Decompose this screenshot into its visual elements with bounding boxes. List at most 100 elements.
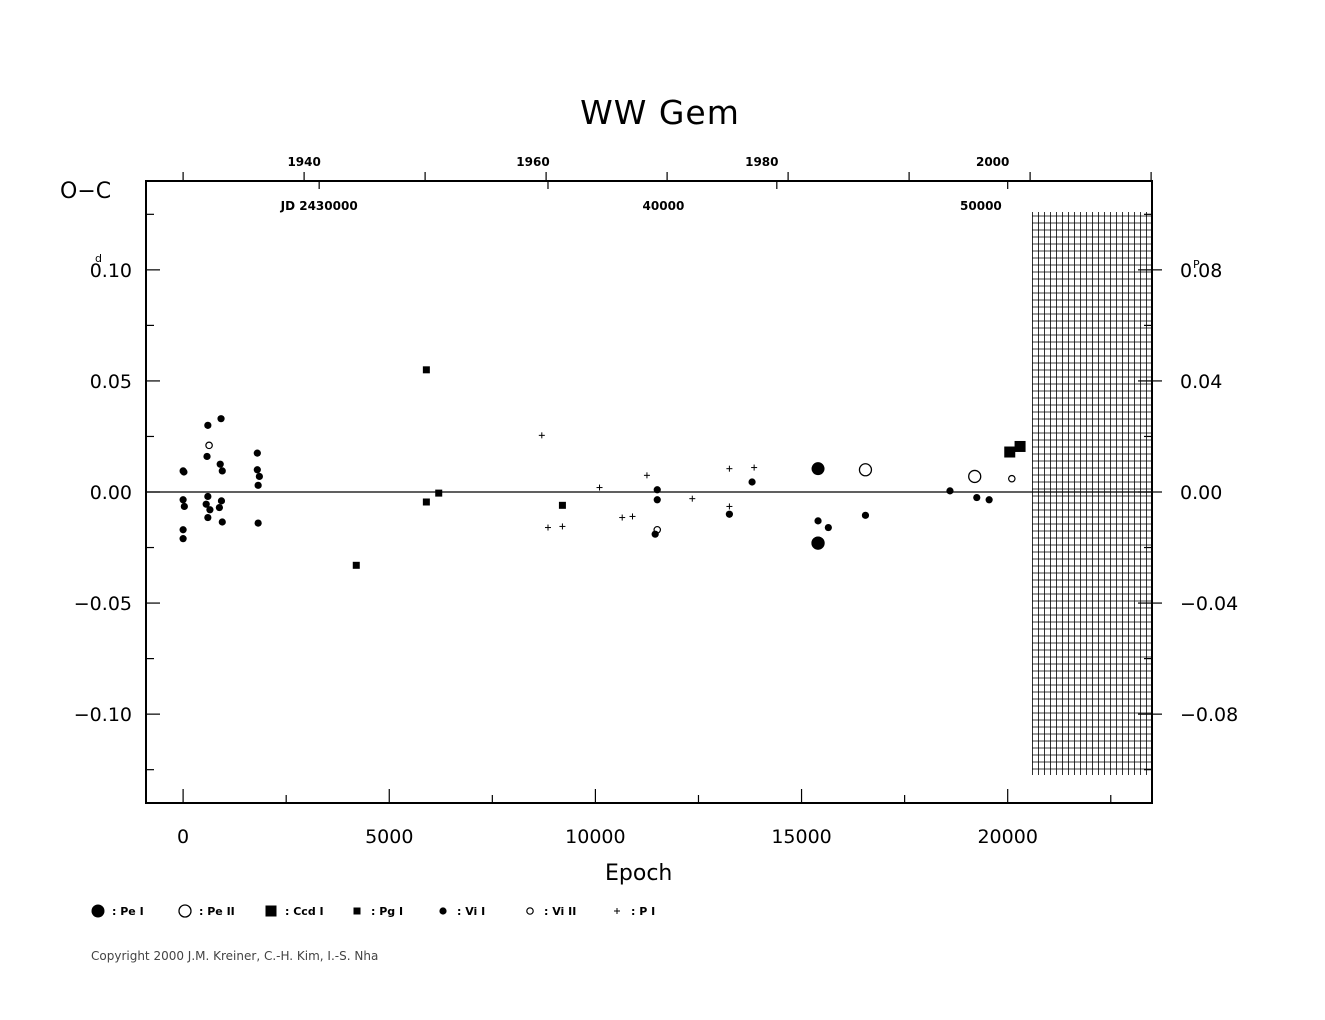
data-point-vi-i — [204, 492, 212, 501]
top-jd-label: 40000 — [643, 199, 685, 213]
data-point-pg-i — [422, 498, 430, 506]
y-tick-label: −0.10 — [74, 704, 132, 726]
data-point-p-i — [544, 524, 551, 531]
top-jd-label: 50000 — [960, 199, 1002, 213]
data-point-p-i — [629, 513, 636, 520]
y-axis-label: O−C — [60, 179, 111, 204]
top-year-label: 1960 — [516, 155, 549, 169]
data-point-ccd-i — [1004, 446, 1016, 458]
legend-label: : Pe I — [112, 905, 144, 918]
legend-label: : Vi I — [457, 905, 485, 918]
legend-label: : Pe II — [199, 905, 235, 918]
legend-symbol-pe-ii — [178, 904, 192, 918]
data-point-pe-ii — [858, 463, 873, 477]
data-point-vi-i — [217, 415, 225, 423]
data-point-vi-i — [216, 460, 224, 468]
data-point-vi-i — [215, 503, 223, 512]
data-point-pe-ii — [968, 469, 982, 484]
right-unit-superscript: P — [1193, 258, 1200, 271]
data-point-vi-i — [180, 502, 188, 511]
data-point-vi-i — [202, 500, 210, 508]
data-point-vi-i — [253, 449, 261, 457]
data-point-vi-i — [653, 486, 661, 494]
data-point-vi-i — [814, 517, 822, 525]
data-point-vi-i — [217, 497, 226, 505]
data-point-vi-i — [206, 506, 214, 514]
data-point-pg-i — [352, 561, 360, 569]
data-point-p-i — [689, 495, 696, 502]
legend-label: : Pg I — [371, 905, 403, 918]
data-point-pe-i — [811, 462, 825, 476]
legend: : Pe I : Pe II : Ccd I : Pg I : Vi I : Vi II:… — [91, 904, 655, 918]
axis-ticks — [146, 172, 1162, 803]
data-point-vi-i — [179, 496, 187, 504]
y2-tick-label: 0.00 — [1180, 482, 1222, 504]
axis-tick-labels: 0 5000 10000 15000 20000 0.10 0.05 0.00 −0.05 −0.… — [74, 155, 1238, 848]
top-year-label: 1980 — [745, 155, 778, 169]
legend-symbol-vi-ii — [526, 907, 534, 915]
data-point-p-i — [726, 503, 733, 510]
data-point-vi-i — [946, 487, 954, 495]
data-point-vi-ii — [653, 525, 662, 534]
top-year-label: 1940 — [287, 155, 320, 169]
data-point-pe-ii — [811, 536, 825, 550]
legend-symbol-vi-i — [439, 907, 447, 915]
legend-label: : Vi II — [544, 905, 576, 918]
data-point-pg-i — [422, 366, 430, 374]
data-point-p-i — [726, 465, 733, 472]
data-point-vi-i — [203, 452, 211, 461]
legend-symbol-ccd-i — [265, 905, 277, 917]
top-year-label: 2000 — [976, 155, 1009, 169]
legend-symbol-pg-i — [353, 907, 361, 915]
data-point-vi-i — [179, 535, 187, 543]
data-point-vi-i — [861, 511, 870, 519]
data-point-vi-i — [973, 493, 981, 502]
data-point-p-i — [751, 464, 758, 471]
x-tick-label: 10000 — [565, 826, 625, 848]
data-point-p-i — [643, 472, 650, 479]
x-axis-label: Epoch — [605, 861, 672, 886]
data-point-pe-i — [811, 536, 825, 550]
y2-tick-label: −0.04 — [1180, 593, 1238, 615]
x-tick-label: 5000 — [365, 826, 413, 848]
y2-tick-label: 0.08 — [1180, 260, 1222, 282]
data-point-p-i — [559, 523, 566, 530]
data-point-p-i — [596, 484, 603, 491]
chart-title: WW Gem — [580, 93, 740, 132]
data-point-vi-i — [218, 467, 226, 475]
data-point-vi-ii — [1008, 474, 1016, 483]
y2-tick-label: −0.08 — [1180, 704, 1238, 726]
data-point-vi-i — [204, 513, 212, 522]
y-tick-label: −0.05 — [74, 593, 132, 615]
x-tick-label: 20000 — [977, 826, 1037, 848]
x-tick-label: 0 — [177, 826, 189, 848]
data-point-vi-i — [255, 472, 263, 481]
data-point-pg-i — [558, 501, 566, 509]
data-point-vi-i — [824, 523, 832, 532]
data-point-pg-i — [435, 489, 443, 497]
y-tick-label: 0.00 — [90, 482, 132, 504]
data-point-ccd-i — [1014, 440, 1026, 452]
data-point-vi-i — [748, 478, 756, 486]
y-tick-label: 0.10 — [90, 260, 132, 282]
y-tick-label: 0.05 — [90, 371, 132, 393]
data-point-vi-i — [204, 421, 212, 429]
top-jd-label: JD 2430000 — [280, 199, 358, 213]
legend-label: : P I — [631, 905, 655, 918]
data-point-p-i — [538, 432, 545, 439]
copyright-text: Copyright 2000 J.M. Kreiner, C.-H. Kim, … — [91, 949, 378, 963]
data-point-vi-i — [180, 468, 188, 476]
data-point-vi-i — [218, 518, 226, 526]
data-point-vi-i — [254, 519, 262, 527]
legend-label: : Ccd I — [285, 905, 324, 918]
x-tick-label: 15000 — [771, 826, 831, 848]
legend-symbol-p-i — [614, 908, 620, 914]
data-point-vi-ii — [205, 441, 213, 450]
data-point-p-i — [619, 514, 626, 521]
data-points — [179, 366, 1026, 569]
y2-tick-label: 0.04 — [1180, 371, 1222, 393]
data-point-vi-i — [179, 526, 187, 534]
left-unit-superscript: d — [95, 252, 102, 265]
data-point-vi-i — [985, 496, 993, 504]
